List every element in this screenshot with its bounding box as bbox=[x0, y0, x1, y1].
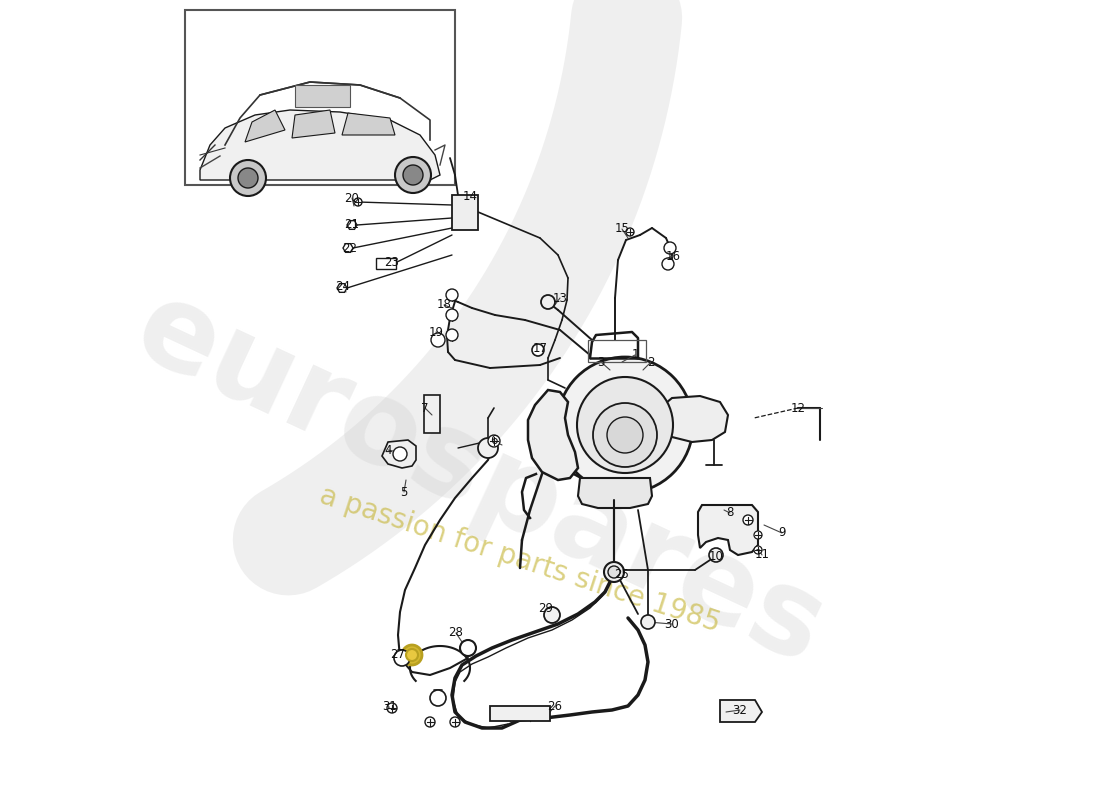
Circle shape bbox=[710, 548, 723, 562]
Circle shape bbox=[238, 168, 258, 188]
Circle shape bbox=[578, 377, 673, 473]
Text: 14: 14 bbox=[462, 190, 477, 203]
Bar bbox=[424, 395, 440, 433]
Text: 27: 27 bbox=[390, 647, 406, 661]
Text: 15: 15 bbox=[615, 222, 629, 235]
Circle shape bbox=[402, 645, 422, 665]
Circle shape bbox=[541, 295, 556, 309]
Circle shape bbox=[488, 435, 501, 447]
Polygon shape bbox=[578, 478, 652, 508]
Polygon shape bbox=[346, 221, 358, 230]
Circle shape bbox=[403, 165, 424, 185]
Text: 11: 11 bbox=[755, 549, 770, 562]
Text: 26: 26 bbox=[548, 699, 562, 713]
Polygon shape bbox=[342, 113, 395, 135]
Text: 4: 4 bbox=[384, 443, 392, 457]
Text: 7: 7 bbox=[421, 402, 429, 414]
Text: 16: 16 bbox=[666, 250, 681, 262]
Circle shape bbox=[557, 357, 693, 493]
Circle shape bbox=[446, 329, 458, 341]
Text: 19: 19 bbox=[429, 326, 443, 338]
Circle shape bbox=[641, 615, 654, 629]
Text: 6: 6 bbox=[491, 434, 497, 447]
Circle shape bbox=[431, 333, 446, 347]
Bar bbox=[452, 195, 478, 230]
Text: 31: 31 bbox=[383, 699, 397, 713]
Text: 13: 13 bbox=[552, 291, 568, 305]
Text: 2: 2 bbox=[647, 355, 654, 369]
Polygon shape bbox=[337, 284, 346, 292]
Polygon shape bbox=[658, 396, 728, 442]
Circle shape bbox=[406, 649, 418, 661]
Bar bbox=[295, 85, 350, 107]
Text: 18: 18 bbox=[437, 298, 451, 311]
Text: 28: 28 bbox=[449, 626, 463, 639]
Circle shape bbox=[450, 717, 460, 727]
Circle shape bbox=[430, 690, 446, 706]
Circle shape bbox=[754, 546, 762, 554]
Text: 21: 21 bbox=[344, 218, 360, 230]
Circle shape bbox=[446, 289, 458, 301]
Polygon shape bbox=[565, 382, 650, 480]
Polygon shape bbox=[720, 700, 762, 722]
Polygon shape bbox=[528, 390, 578, 480]
Circle shape bbox=[387, 703, 397, 713]
Polygon shape bbox=[698, 505, 758, 555]
Circle shape bbox=[742, 515, 754, 525]
Polygon shape bbox=[292, 110, 336, 138]
Circle shape bbox=[460, 640, 476, 656]
Text: a passion for parts since 1985: a passion for parts since 1985 bbox=[316, 482, 724, 638]
Circle shape bbox=[754, 531, 762, 539]
Bar bbox=[376, 258, 396, 269]
Text: 1: 1 bbox=[631, 349, 639, 362]
Text: 23: 23 bbox=[385, 257, 399, 270]
Circle shape bbox=[662, 258, 674, 270]
Text: 20: 20 bbox=[344, 191, 360, 205]
Text: 22: 22 bbox=[342, 242, 358, 254]
Circle shape bbox=[230, 160, 266, 196]
Circle shape bbox=[478, 438, 498, 458]
Circle shape bbox=[393, 447, 407, 461]
Circle shape bbox=[544, 607, 560, 623]
Circle shape bbox=[607, 417, 644, 453]
Circle shape bbox=[593, 403, 657, 467]
Text: 30: 30 bbox=[664, 618, 680, 630]
Circle shape bbox=[394, 650, 410, 666]
Circle shape bbox=[532, 344, 544, 356]
Text: 10: 10 bbox=[708, 550, 724, 562]
Text: 24: 24 bbox=[336, 279, 351, 293]
Text: 3: 3 bbox=[597, 355, 605, 369]
Circle shape bbox=[354, 198, 362, 206]
Bar bbox=[588, 340, 646, 362]
Text: 9: 9 bbox=[779, 526, 785, 539]
Circle shape bbox=[425, 717, 435, 727]
Circle shape bbox=[626, 228, 634, 236]
Text: 12: 12 bbox=[791, 402, 805, 414]
Circle shape bbox=[664, 242, 676, 254]
Text: eurospares: eurospares bbox=[118, 270, 843, 690]
Bar bbox=[185, 10, 455, 185]
Polygon shape bbox=[245, 110, 285, 142]
Polygon shape bbox=[200, 110, 440, 180]
Text: 5: 5 bbox=[400, 486, 408, 498]
Circle shape bbox=[395, 157, 431, 193]
Bar bbox=[490, 706, 550, 721]
Circle shape bbox=[446, 309, 458, 321]
Polygon shape bbox=[382, 440, 416, 468]
Text: 29: 29 bbox=[539, 602, 553, 615]
Circle shape bbox=[608, 566, 620, 578]
Text: 17: 17 bbox=[532, 342, 548, 354]
Text: 32: 32 bbox=[733, 703, 747, 717]
Polygon shape bbox=[343, 244, 353, 252]
Text: 8: 8 bbox=[726, 506, 734, 519]
Text: 25: 25 bbox=[615, 567, 629, 581]
Circle shape bbox=[604, 562, 624, 582]
